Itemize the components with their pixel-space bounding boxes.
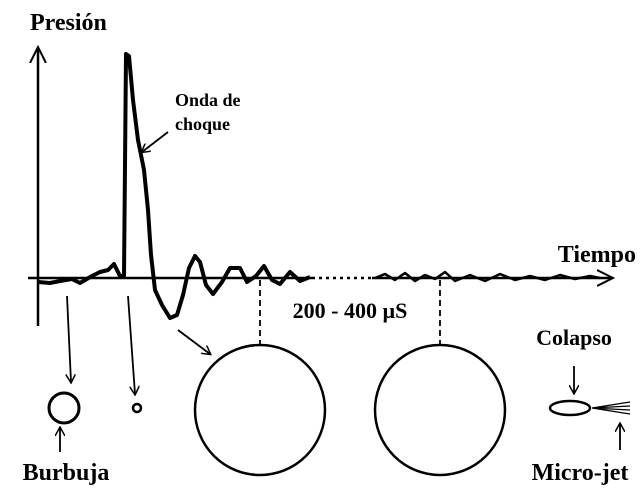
microjet-label: Micro-jet xyxy=(532,460,629,486)
label-bg xyxy=(262,296,438,324)
interval-label: 200 - 400 µS xyxy=(293,298,408,323)
arrow xyxy=(127,295,135,394)
arrow xyxy=(177,329,210,354)
bubble-large xyxy=(193,343,327,477)
pressure-trace xyxy=(37,52,311,320)
bubble-small xyxy=(131,402,143,414)
shock-label: Onda de xyxy=(175,90,241,110)
bubble-label: Burbuja xyxy=(23,460,110,486)
shock-label: choque xyxy=(175,114,230,134)
axes xyxy=(28,48,612,326)
waveform xyxy=(37,52,601,320)
y-axis-label: Presión xyxy=(30,10,107,36)
x-axis-label: Tiempo xyxy=(558,242,636,268)
micro-jet xyxy=(591,401,631,415)
pressure-trace-late xyxy=(374,270,601,283)
collapsed-bubble xyxy=(548,399,592,417)
bubble-large xyxy=(373,343,507,477)
annotations xyxy=(47,131,631,477)
bubble xyxy=(47,391,81,425)
collapse-label: Colapso xyxy=(536,325,612,350)
arrow xyxy=(67,295,71,382)
shock-arrow xyxy=(142,131,169,152)
